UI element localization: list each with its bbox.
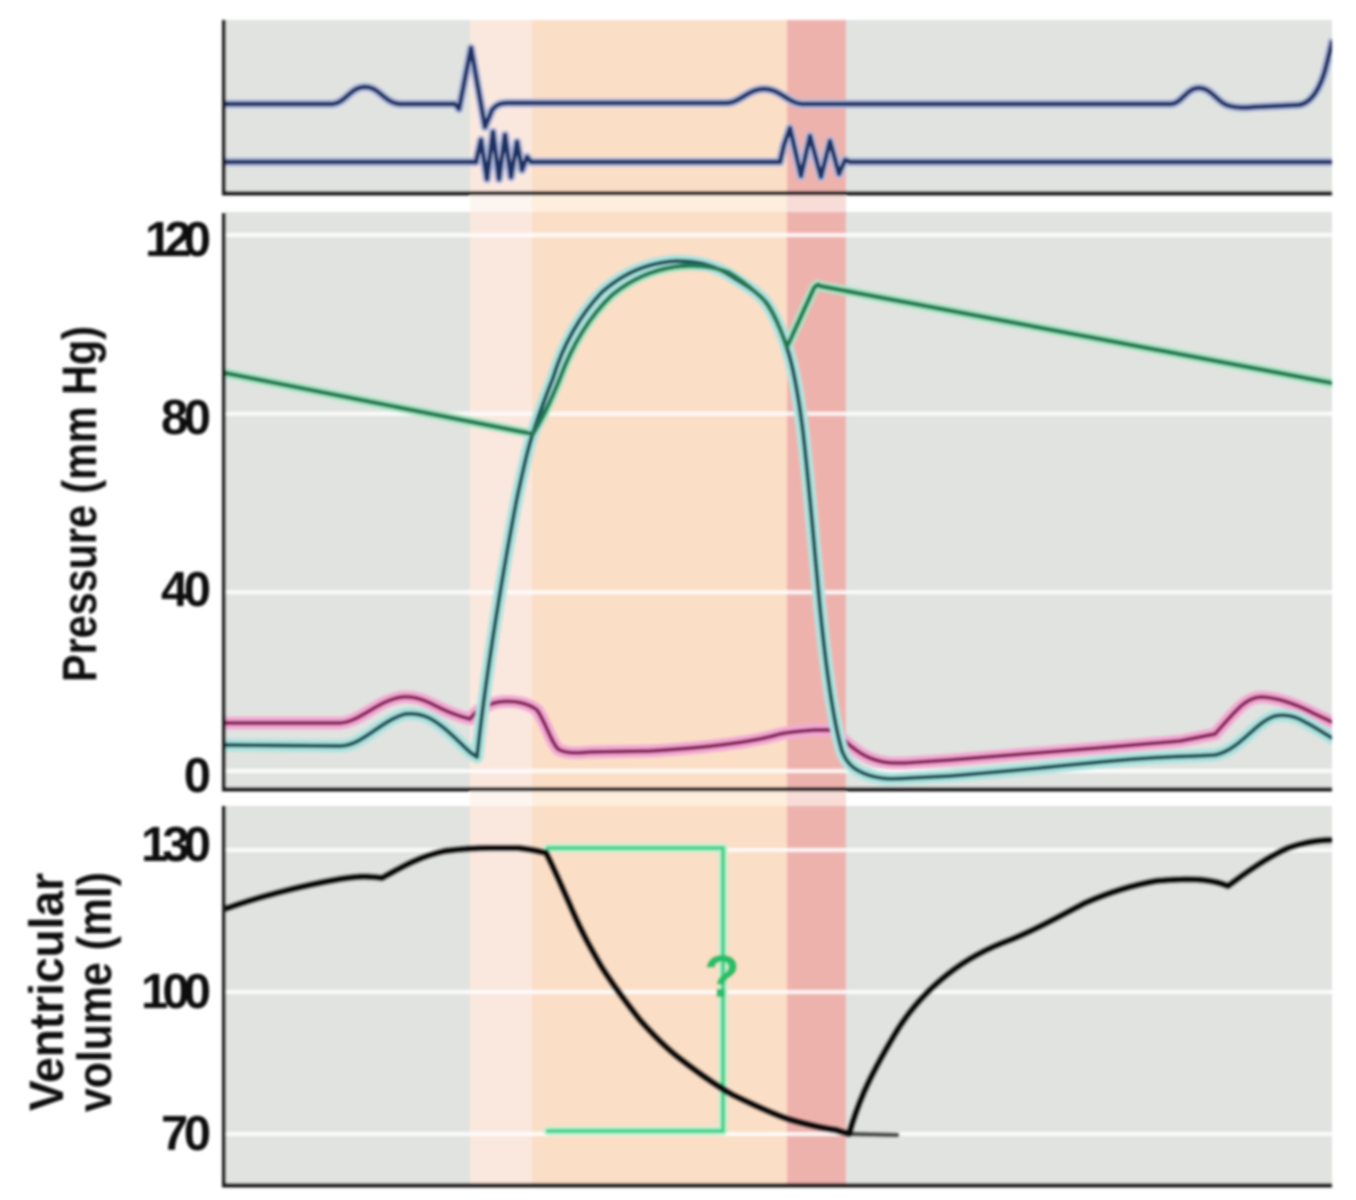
svg-text:80: 80 — [161, 391, 211, 445]
svg-text:?: ? — [704, 943, 741, 1010]
svg-text:Pressure (mm Hg): Pressure (mm Hg) — [54, 326, 107, 682]
svg-text:volume (ml): volume (ml) — [69, 872, 122, 1112]
svg-text:100: 100 — [141, 965, 211, 1019]
svg-text:120: 120 — [145, 213, 211, 267]
svg-text:0: 0 — [184, 749, 211, 803]
svg-text:70: 70 — [161, 1107, 211, 1161]
svg-text:130: 130 — [141, 818, 211, 872]
svg-text:Ventricular: Ventricular — [21, 873, 74, 1111]
svg-text:40: 40 — [161, 563, 211, 617]
